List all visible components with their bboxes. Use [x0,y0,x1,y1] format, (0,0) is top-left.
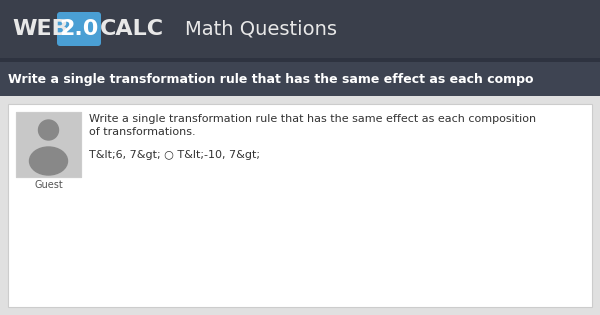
Bar [0,62,600,96]
Circle shape [38,120,59,140]
Bar [0,0,600,58]
Text: WEB: WEB [12,19,68,39]
Text: of transformations.: of transformations. [89,127,196,137]
Text: T&lt;6, 7&gt; ○ T&lt;-10, 7&gt;: T&lt;6, 7&gt; ○ T&lt;-10, 7&gt; [89,150,260,160]
Text: Math Questions: Math Questions [185,20,337,38]
Text: Write a single transformation rule that has the same effect as each composition: Write a single transformation rule that … [89,114,536,124]
Text: CALC: CALC [100,19,164,39]
Bar [16,112,81,177]
Ellipse shape [29,147,67,175]
FancyBboxPatch shape [57,12,101,46]
Text: Guest: Guest [34,180,63,190]
Text: 2.0: 2.0 [59,19,98,39]
Bar [8,104,592,307]
Bar [0,58,600,62]
Text: Write a single transformation rule that has the same effect as each compo: Write a single transformation rule that … [8,72,533,85]
Bar [0,96,600,315]
Bar [16,112,81,177]
